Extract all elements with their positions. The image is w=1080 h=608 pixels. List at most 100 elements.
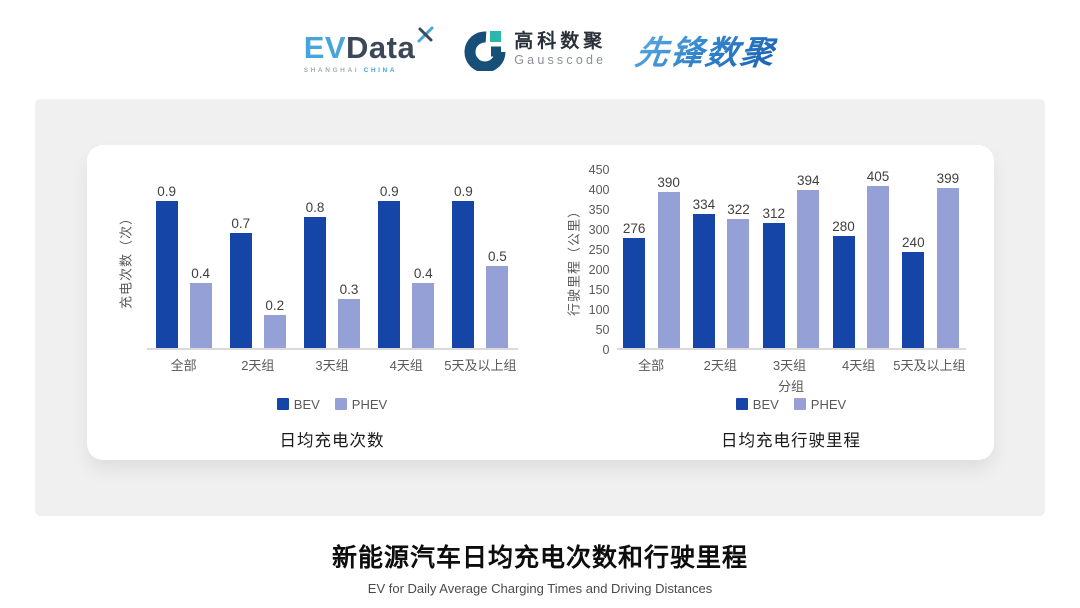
bar-value-label: 334 xyxy=(692,197,716,213)
bar-group: 0.8 0.3 xyxy=(295,170,369,348)
gausscode-wordmark: 高科数聚 Gausscode xyxy=(514,31,607,68)
y-axis-ticks: 0 50 100 150 200 250 300 350 400 450 xyxy=(583,163,617,357)
bar-value-label: 280 xyxy=(832,219,855,234)
phev-bar xyxy=(263,315,286,348)
bev-bar xyxy=(762,223,785,348)
y-tick-label: 400 xyxy=(588,183,610,197)
header-logos: EV Data SHANGHAI CHINA 高科数聚 Gausscode xyxy=(0,0,1080,76)
bar-value-label: 240 xyxy=(902,235,925,250)
y-tick-label: 300 xyxy=(588,223,610,237)
y-tick-label: 200 xyxy=(588,263,610,277)
legend: BEV PHEV xyxy=(617,395,966,413)
legend-label: BEV xyxy=(293,396,320,412)
category-label: 4天组 xyxy=(389,358,423,373)
x-axis-label xyxy=(147,376,518,395)
bar-value-label: 0.4 xyxy=(191,265,210,281)
chart-grid: 行驶里程（公里） 0 50 100 150 200 250 300 350 400 450 276 39… xyxy=(563,163,966,451)
phev-bar xyxy=(867,186,890,348)
legend-item: BEV xyxy=(276,396,320,412)
legend-item: PHEV xyxy=(334,396,388,412)
phev-bar xyxy=(338,298,360,348)
bev-bar-wrap: 0.8 xyxy=(304,200,326,348)
xianfeng-wordmark: 先锋数聚 xyxy=(633,26,780,74)
evdata-star-icon xyxy=(417,26,434,43)
category-label: 2天组 xyxy=(703,358,737,373)
phev-bar xyxy=(936,188,959,348)
legend-swatch xyxy=(793,398,806,410)
bar-value-label: 405 xyxy=(866,169,890,184)
category-label: 全部 xyxy=(638,358,665,373)
phev-bar-wrap: 0.4 xyxy=(412,265,435,348)
bev-bar xyxy=(623,237,646,348)
bar-group: 276 390 xyxy=(617,170,687,348)
legend-swatch xyxy=(334,398,347,410)
chart-title: 日均充电行驶里程 xyxy=(721,432,861,450)
bar-value-label: 390 xyxy=(657,175,680,190)
gausscode-logo: 高科数聚 Gausscode xyxy=(464,29,606,71)
chart-title: 日均充电次数 xyxy=(279,432,385,450)
page-subtitle: EV for Daily Average Charging Times and … xyxy=(367,581,713,596)
category-label: 3天组 xyxy=(772,358,807,373)
bar-value-label: 0.8 xyxy=(305,200,325,216)
y-axis-ticks xyxy=(135,170,147,350)
legend-swatch xyxy=(735,398,748,410)
plot-area: 276 390 334 322 312 394 280 405 240 399 xyxy=(616,169,966,350)
gausscode-g-icon xyxy=(464,31,506,71)
category-label: 2天组 xyxy=(241,358,275,373)
bar-value-label: 0.4 xyxy=(413,265,433,281)
xianfeng-shuju-logo: 先锋数聚 xyxy=(633,26,778,74)
y-axis-label-column: 充电次数（次） xyxy=(115,170,135,350)
bar-group: 0.9 0.4 xyxy=(369,170,443,348)
phev-bar-wrap: 0.3 xyxy=(338,282,360,348)
gausscode-english-name: Gausscode xyxy=(514,53,607,68)
y-tick-label: 0 xyxy=(602,343,610,357)
evdata-wordmark: EV Data xyxy=(304,26,435,63)
category-label: 全部 xyxy=(170,358,197,373)
x-axis-label: 分组 xyxy=(777,379,804,394)
bar-value-label: 399 xyxy=(936,171,960,187)
evdata-text-ev: EV xyxy=(303,30,347,65)
category-label: 5天及以上组 xyxy=(444,358,517,373)
charts-card: 充电次数（次） 0.9 0.4 0.7 0.2 0.8 0.3 0.9 0.4 0.9 0.5 全部 2… xyxy=(86,145,994,460)
legend-label: PHEV xyxy=(810,396,847,412)
phev-bar-wrap: 0.4 xyxy=(189,265,212,348)
y-tick-label: 350 xyxy=(588,203,610,217)
chart-daily-driving-distance: 行驶里程（公里） 0 50 100 150 200 250 300 350 400 450 276 39… xyxy=(563,163,966,460)
phev-bar-wrap: 405 xyxy=(866,169,890,348)
bar-group: 240 399 xyxy=(896,170,966,348)
evdata-text-data: Data xyxy=(346,30,416,65)
phev-bar xyxy=(189,282,212,348)
y-tick-label: 150 xyxy=(588,283,610,297)
bar-group: 312 394 xyxy=(756,170,826,348)
category-label: 5天及以上组 xyxy=(893,358,966,373)
legend-label: PHEV xyxy=(351,396,388,412)
bev-bar xyxy=(229,233,252,348)
evdata-subtitle-shanghai: SHANGHAI xyxy=(303,67,360,74)
bev-bar-wrap: 334 xyxy=(692,197,716,348)
bev-bar-wrap: 0.9 xyxy=(378,183,401,348)
phev-bar xyxy=(657,192,680,348)
phev-bar xyxy=(486,266,509,348)
category-label: 4天组 xyxy=(842,358,876,373)
bar-value-label: 276 xyxy=(622,220,646,236)
legend-swatch xyxy=(276,398,289,410)
bev-bar xyxy=(692,214,715,348)
bar-group: 0.9 0.5 xyxy=(443,170,517,348)
bar-value-label: 0.9 xyxy=(379,183,399,199)
bev-bar xyxy=(452,200,475,348)
plot-area: 0.9 0.4 0.7 0.2 0.8 0.3 0.9 0.4 0.9 0.5 xyxy=(146,170,518,350)
phev-bar-wrap: 394 xyxy=(797,173,820,348)
phev-bar-wrap: 0.5 xyxy=(486,249,509,348)
y-tick-label: 50 xyxy=(595,323,610,337)
bev-bar-wrap: 240 xyxy=(902,235,925,348)
bar-group: 0.7 0.2 xyxy=(221,170,295,348)
bar-value-label: 0.3 xyxy=(339,281,359,297)
phev-bar xyxy=(412,282,435,348)
bev-bar-wrap: 312 xyxy=(762,206,785,348)
phev-bar xyxy=(727,219,750,348)
gausscode-chinese-name: 高科数聚 xyxy=(514,31,607,53)
bev-bar-wrap: 276 xyxy=(622,220,646,348)
page-title: 新能源汽车日均充电次数和行驶里程 xyxy=(331,544,748,572)
y-axis-label: 行驶里程（公里） xyxy=(566,203,581,317)
